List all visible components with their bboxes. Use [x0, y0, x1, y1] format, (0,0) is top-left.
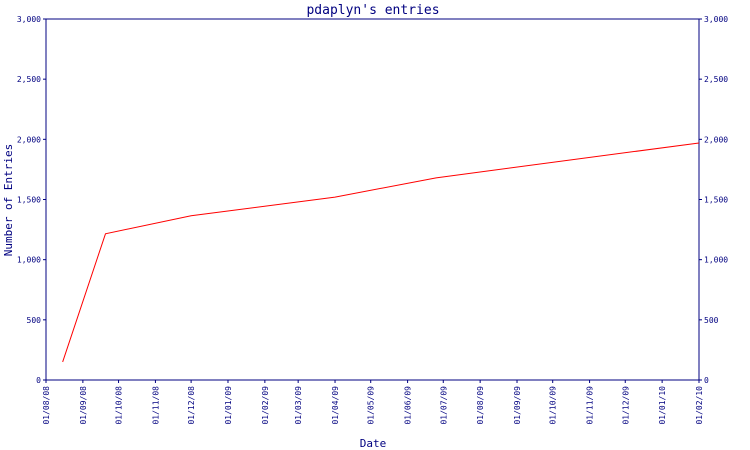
y-tick-label-left: 2,000 — [17, 135, 41, 144]
x-tick-label: 01/08/08 — [42, 386, 51, 425]
y-tick-label-left: 3,000 — [17, 15, 41, 24]
x-tick-label: 01/02/09 — [261, 386, 270, 425]
y-tick-label-right: 1,500 — [704, 196, 728, 205]
x-tick-label: 01/10/09 — [549, 386, 558, 425]
y-axis-label: Number of Entries — [2, 144, 15, 257]
x-tick-label: 01/09/09 — [513, 386, 522, 425]
x-tick-label: 01/02/10 — [695, 386, 704, 425]
x-tick-label: 01/10/08 — [115, 386, 124, 425]
y-tick-label-right: 2,500 — [704, 75, 728, 84]
x-tick-label: 01/06/09 — [404, 386, 413, 425]
x-tick-label: 01/09/08 — [79, 386, 88, 425]
y-tick-label-right: 0 — [704, 376, 709, 385]
x-tick-label: 01/05/09 — [367, 386, 376, 425]
x-axis-label: Date — [360, 437, 387, 450]
x-axis: 01/08/08 01/09/08 01/10/08 01/11/08 01/12/08… — [42, 380, 704, 425]
x-tick-label: 01/11/09 — [586, 386, 595, 425]
series-layer — [62, 142, 700, 363]
y-axis-right: 0 500 1,000 1,500 2,000 2,500 3,000 — [699, 15, 728, 385]
y-tick-label-left: 0 — [36, 376, 41, 385]
x-tick-label: 01/12/09 — [621, 386, 630, 425]
x-tick-label: 01/03/09 — [294, 386, 303, 425]
x-tick-label: 01/04/09 — [331, 386, 340, 425]
chart-title: pdaplyn's entries — [306, 3, 439, 18]
x-tick-label: 01/12/08 — [187, 386, 196, 425]
x-tick-label: 01/01/10 — [658, 386, 667, 425]
y-axis-left: 0 500 1,000 1,500 2,000 2,500 3,000 — [17, 15, 46, 385]
y-tick-label-right: 500 — [704, 316, 719, 325]
y-tick-label-left: 2,500 — [17, 75, 41, 84]
y-tick-label-right: 1,000 — [704, 256, 728, 265]
x-tick-label: 01/07/09 — [439, 386, 448, 425]
x-tick-label: 01/08/09 — [476, 386, 485, 425]
series-line — [62, 142, 700, 363]
y-tick-label-right: 2,000 — [704, 135, 728, 144]
y-tick-label-left: 500 — [27, 316, 42, 325]
y-tick-label-left: 1,500 — [17, 196, 41, 205]
y-tick-label-left: 1,000 — [17, 256, 41, 265]
x-tick-label: 01/01/09 — [224, 386, 233, 425]
x-tick-label: 01/11/08 — [151, 386, 160, 425]
y-tick-label-right: 3,000 — [704, 15, 728, 24]
